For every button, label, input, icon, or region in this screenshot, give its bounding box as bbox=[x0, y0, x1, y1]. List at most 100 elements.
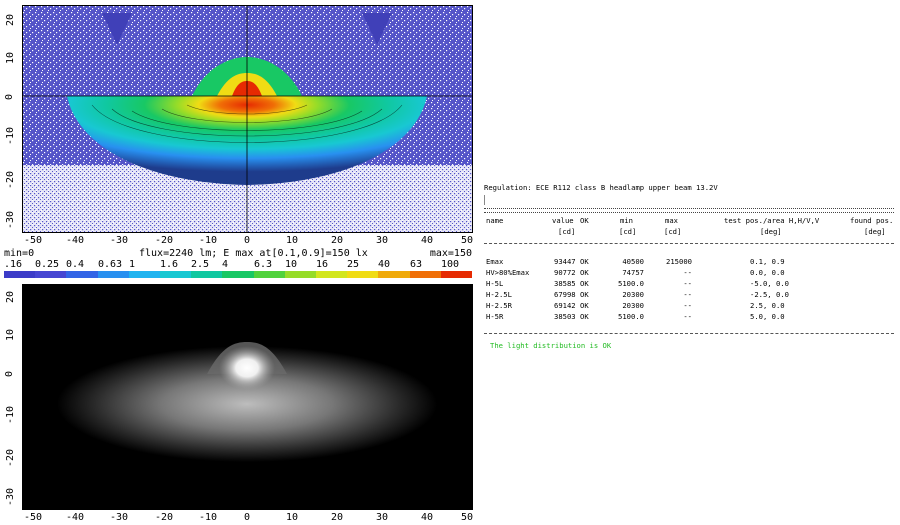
col-value-header: value bbox=[552, 216, 574, 225]
x-tick: 40 bbox=[421, 512, 434, 523]
y-tick: 0 bbox=[4, 370, 16, 378]
y-tick: -30 bbox=[5, 210, 17, 230]
col-min-header: min bbox=[620, 216, 633, 225]
color-scale-label: 0.4 bbox=[66, 259, 85, 270]
x-tick: -40 bbox=[66, 235, 85, 246]
report-cell-ok: OK bbox=[580, 290, 589, 299]
color-scale-swatch bbox=[253, 271, 285, 278]
col-found-pos-header: found pos. bbox=[850, 216, 894, 225]
min-label: min=0 bbox=[4, 248, 35, 259]
color-scale-label: 16 bbox=[316, 259, 329, 270]
report-cell-min: 20300 bbox=[622, 301, 644, 310]
y-tick: -30 bbox=[5, 487, 17, 507]
flux-label: flux=2240 lm; E max at[0.1,0.9]=150 lx bbox=[139, 248, 368, 259]
y-tick: -10 bbox=[5, 126, 17, 146]
y-tick: -10 bbox=[5, 405, 17, 425]
report-cell-max: -- bbox=[683, 268, 692, 277]
x-tick: -20 bbox=[155, 235, 174, 246]
unit-label: [deg] bbox=[864, 227, 886, 236]
x-tick: 30 bbox=[376, 512, 389, 523]
divider bbox=[484, 243, 894, 244]
report-cell-test: 5.0, 0.0 bbox=[750, 312, 785, 321]
color-scale-labels: .16 0.25 0.4 0.63 1 1.6 2.5 4 6.3 10 16 25 40 63 100 bbox=[4, 259, 474, 270]
color-scale-label: 10 bbox=[285, 259, 298, 270]
color-scale-label: 1 bbox=[129, 259, 136, 270]
color-scale-label: .16 bbox=[4, 259, 23, 270]
report-cell-ok: OK bbox=[580, 312, 589, 321]
report-header-row: name value OK min max test pos./area H,H… bbox=[484, 216, 896, 227]
report-cell-name: H-5L bbox=[486, 279, 504, 288]
color-scale-swatch bbox=[284, 271, 317, 278]
x-tick: -10 bbox=[199, 512, 218, 523]
x-tick: -50 bbox=[24, 512, 43, 523]
unit-label: [cd] bbox=[619, 227, 637, 236]
report-cell-value: 93447 bbox=[554, 257, 576, 266]
unit-label: [cd] bbox=[558, 227, 576, 236]
report-cell-min: 74757 bbox=[622, 268, 644, 277]
x-tick: 50 bbox=[461, 235, 474, 246]
report-row: Emax 93447 OK 40500 215000 0.1, 0.9 bbox=[484, 257, 896, 268]
color-scale-swatch bbox=[66, 271, 98, 278]
max-label: max=150 bbox=[429, 248, 472, 259]
report-cell-max: 215000 bbox=[666, 257, 692, 266]
color-scale-label: 25 bbox=[347, 259, 360, 270]
divider bbox=[484, 195, 486, 205]
y-tick: -20 bbox=[5, 170, 17, 190]
status-message: The light distribution is OK bbox=[490, 341, 612, 350]
x-tick: -10 bbox=[199, 235, 218, 246]
color-scale-swatch bbox=[409, 271, 441, 278]
x-tick: -30 bbox=[110, 512, 129, 523]
color-scale-swatch bbox=[378, 271, 410, 278]
y-tick: -20 bbox=[5, 448, 17, 468]
report-cell-max: -- bbox=[683, 301, 692, 310]
report-cell-ok: OK bbox=[580, 257, 589, 266]
report-cell-ok: OK bbox=[580, 301, 589, 310]
unit-label: [deg] bbox=[760, 227, 782, 236]
color-scale-swatch bbox=[191, 271, 223, 278]
x-tick: 20 bbox=[331, 235, 344, 246]
info-line: min=0 flux=2240 lm; E max at[0.1,0.9]=15… bbox=[4, 248, 474, 259]
report-cell-value: 38503 bbox=[554, 312, 576, 321]
report-row: HV>80%Emax 90772 OK 74757 -- 0.0, 0.0 bbox=[484, 268, 896, 279]
color-scale-label: 100 bbox=[441, 259, 460, 270]
color-scale-swatch bbox=[316, 271, 348, 278]
report-cell-test: 2.5, 0.0 bbox=[750, 301, 785, 310]
report-cell-min: 5100.0 bbox=[618, 312, 644, 321]
divider bbox=[484, 208, 894, 213]
x-tick: -50 bbox=[24, 235, 43, 246]
report-cell-name: Emax bbox=[486, 257, 504, 266]
report-cell-min: 40500 bbox=[622, 257, 644, 266]
col-max-header: max bbox=[665, 216, 678, 225]
report-row: H-5L 38585 OK 5100.0 -- -5.0, 0.0 bbox=[484, 279, 896, 290]
color-scale-label: 40 bbox=[378, 259, 391, 270]
x-tick: 0 bbox=[244, 512, 251, 523]
color-scale-swatch bbox=[35, 271, 67, 278]
report-cell-name: HV>80%Emax bbox=[486, 268, 530, 277]
y-tick: 20 bbox=[5, 13, 17, 27]
report-cell-test: 0.1, 0.9 bbox=[750, 257, 785, 266]
report-cell-max: -- bbox=[683, 290, 692, 299]
x-tick: 10 bbox=[286, 235, 299, 246]
regulation-title: Regulation: ECE R112 class B headlamp up… bbox=[484, 183, 718, 192]
x-tick: 20 bbox=[331, 512, 344, 523]
color-scale-swatch bbox=[128, 271, 161, 278]
color-scale-bar bbox=[4, 271, 473, 278]
x-tick: 10 bbox=[286, 512, 299, 523]
report-cell-min: 5100.0 bbox=[618, 279, 644, 288]
x-tick: 0 bbox=[244, 235, 251, 246]
col-test-pos-header: test pos./area H,H/V,V bbox=[724, 216, 820, 225]
x-tick: -30 bbox=[110, 235, 129, 246]
divider bbox=[484, 333, 894, 334]
x-tick: 30 bbox=[376, 235, 389, 246]
color-scale-swatch bbox=[440, 271, 473, 278]
report-cell-name: H-5R bbox=[486, 312, 504, 321]
color-scale-label: 2.5 bbox=[191, 259, 210, 270]
isolux-image bbox=[22, 5, 473, 233]
report-cell-test: -5.0, 0.0 bbox=[750, 279, 789, 288]
report-cell-test: -2.5, 0.0 bbox=[750, 290, 789, 299]
luminance-image bbox=[22, 284, 473, 510]
report-row: H-2.5R 69142 OK 20300 -- 2.5, 0.0 bbox=[484, 301, 896, 312]
color-scale-swatch bbox=[97, 271, 129, 278]
color-scale-swatch bbox=[347, 271, 379, 278]
luminance-plot bbox=[22, 284, 473, 510]
